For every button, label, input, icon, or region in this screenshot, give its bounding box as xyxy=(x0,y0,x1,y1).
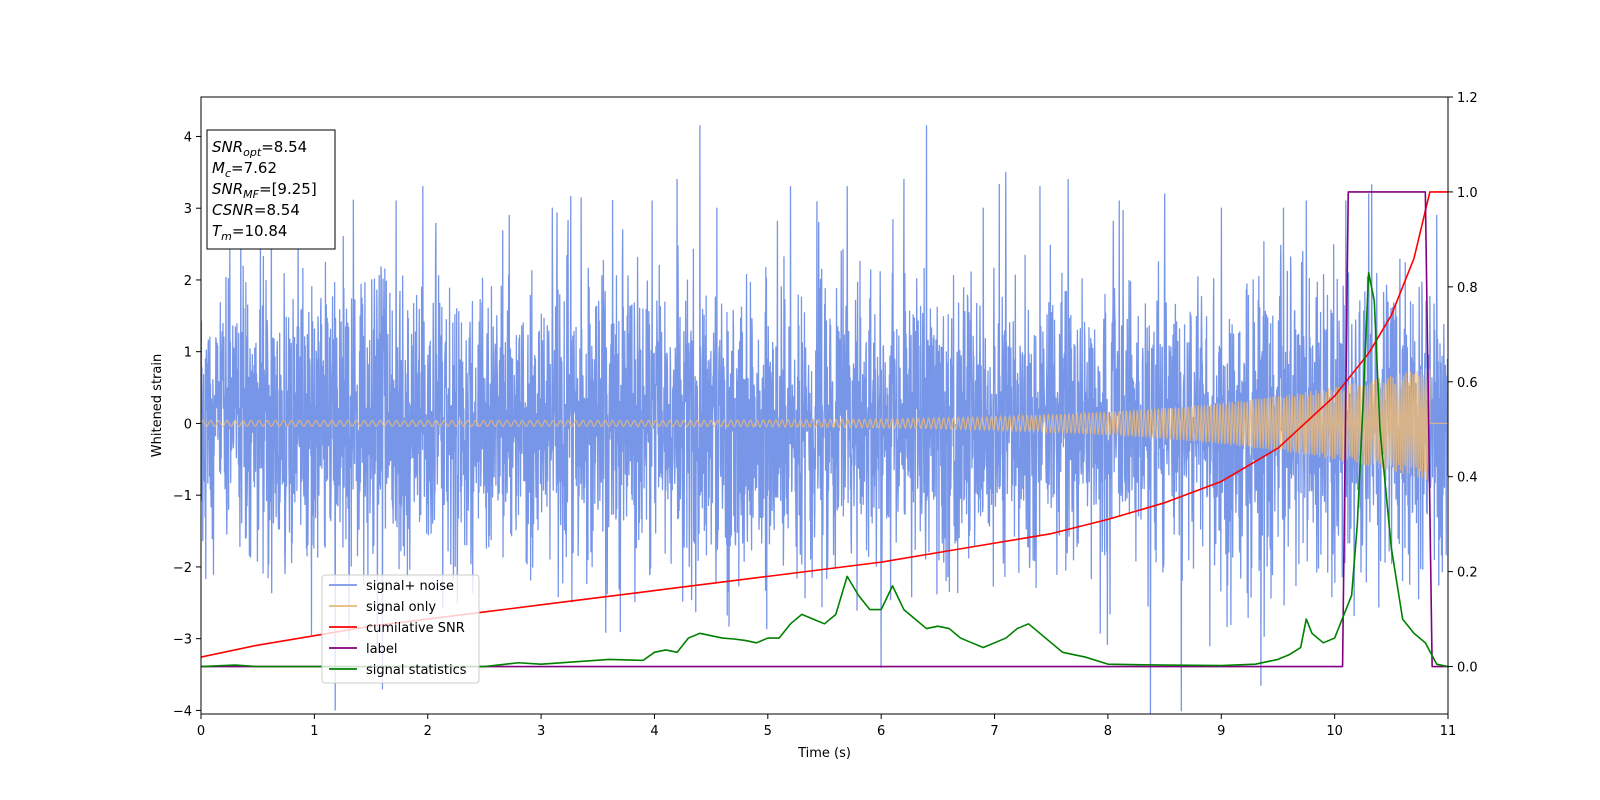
annotation-frame xyxy=(206,129,336,250)
annotation-line: SNRMF=[9.25] xyxy=(212,180,317,201)
axes-layer: 0 1 2 3 4 5 6 7 8 9 10 11 −4 −3 −2 −1 0 1 2 3 4 0.0 0.2 0.4 0.6 0… xyxy=(173,91,1478,739)
y-tick-label: 0 xyxy=(184,417,192,432)
y2-tick-label: 0.8 xyxy=(1457,281,1478,296)
legend: signal+ noise signal only cumilative SNR la… xyxy=(321,574,480,684)
plot-frame xyxy=(200,96,1449,715)
y2-tick-label: 0.0 xyxy=(1457,661,1478,676)
annotation-line: Mc=7.62 xyxy=(212,159,277,180)
x-tick-label: 4 xyxy=(650,724,658,739)
y2-tick-label: 0.6 xyxy=(1457,376,1478,391)
series-signal-noise xyxy=(201,125,1448,714)
x-tick-label: 0 xyxy=(197,724,205,739)
y-tick-label: −3 xyxy=(173,633,192,648)
legend-frame xyxy=(321,574,480,684)
y2-tick-label: 1.0 xyxy=(1457,186,1478,201)
y-tick-label: 4 xyxy=(184,130,192,145)
y2-tick-label: 1.2 xyxy=(1457,91,1478,106)
y-axis-label: Whitened strain xyxy=(150,354,165,457)
x-tick-label: 8 xyxy=(1104,724,1112,739)
legend-entry: label xyxy=(366,642,397,657)
y-tick-label: −1 xyxy=(173,489,192,504)
annotation-line: Tm=10.84 xyxy=(212,222,287,243)
y2-tick-label: 0.4 xyxy=(1457,471,1478,486)
x-tick-label: 7 xyxy=(990,724,998,739)
annotation-line: CSNR=8.54 xyxy=(212,201,300,219)
y-tick-label: −2 xyxy=(173,561,192,576)
series-signal-statistics xyxy=(201,271,1448,668)
y-tick-label: 1 xyxy=(184,346,192,361)
legend-entry: signal+ noise xyxy=(366,579,454,594)
x-tick-label: 10 xyxy=(1326,724,1343,739)
legend-entry: cumilative SNR xyxy=(366,621,465,636)
y-tick-label: 2 xyxy=(184,274,192,289)
y-tick-label: −4 xyxy=(173,704,192,719)
x-tick-label: 6 xyxy=(877,724,885,739)
series-signal-only xyxy=(201,368,1448,480)
y-tick-label: 3 xyxy=(184,202,192,217)
x-tick-label: 2 xyxy=(424,724,432,739)
x-axis-label: Time (s) xyxy=(797,746,851,761)
y2-tick-label: 0.2 xyxy=(1457,566,1478,581)
x-tick-label: 11 xyxy=(1440,724,1457,739)
legend-entry: signal only xyxy=(366,600,436,615)
legend-entry: signal statistics xyxy=(366,663,467,678)
x-tick-label: 1 xyxy=(310,724,318,739)
x-tick-label: 5 xyxy=(764,724,772,739)
series-label xyxy=(201,191,1448,668)
annotation-line: SNRopt=8.54 xyxy=(212,138,307,159)
x-tick-label: 9 xyxy=(1217,724,1225,739)
x-tick-label: 3 xyxy=(537,724,545,739)
